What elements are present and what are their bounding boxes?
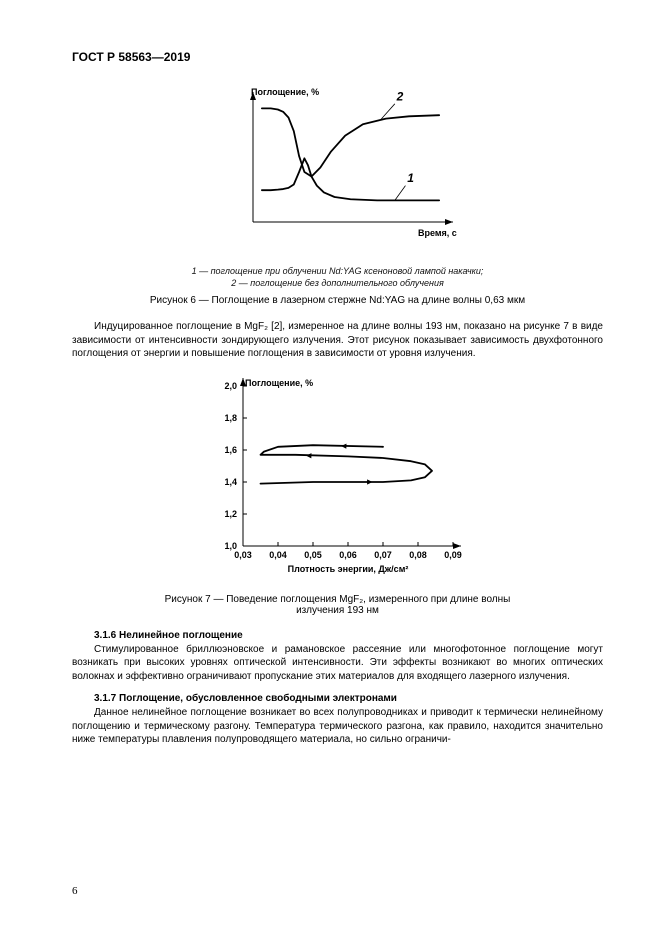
figure-6-legend: 1 — поглощение при облучении Nd:YAG ксен…: [72, 265, 603, 289]
figure-7: 1,01,21,41,61,82,00,030,040,050,060,070,…: [72, 371, 603, 586]
svg-text:0,07: 0,07: [374, 550, 392, 560]
svg-text:Время, с: Время, с: [418, 228, 457, 238]
svg-text:0,09: 0,09: [444, 550, 462, 560]
figure-6-legend-line1: 1 — поглощение при облучении Nd:YAG ксен…: [192, 266, 484, 276]
svg-text:Плотность энергии, Дж/см²: Плотность энергии, Дж/см²: [287, 564, 408, 574]
section-3-1-6-text: Стимулированное бриллюэновское и раманов…: [72, 643, 603, 684]
svg-text:1: 1: [407, 171, 414, 185]
svg-text:Поглощение, %: Поглощение, %: [245, 378, 313, 388]
figure-6-legend-line2: 2 — поглощение без дополнительного облуч…: [231, 278, 444, 288]
svg-text:0,05: 0,05: [304, 550, 322, 560]
figure-6: Поглощение, % Время, с 1 2: [72, 82, 603, 257]
svg-text:2: 2: [395, 89, 403, 103]
figure-7-chart: 1,01,21,41,61,82,00,030,040,050,060,070,…: [198, 371, 478, 581]
svg-text:0,06: 0,06: [339, 550, 357, 560]
svg-text:0,08: 0,08: [409, 550, 427, 560]
section-3-1-7-title: 3.1.7 Поглощение, обусловленное свободны…: [94, 693, 603, 704]
svg-text:1,8: 1,8: [224, 413, 237, 423]
figure-7-caption-line2: излучения 193 нм: [296, 605, 379, 616]
section-3-1-6-title: 3.1.6 Нелинейное поглощение: [94, 630, 603, 641]
figure-6-chart: Поглощение, % Время, с 1 2: [213, 82, 463, 252]
svg-text:Поглощение, %: Поглощение, %: [251, 87, 319, 97]
figure-7-caption: Рисунок 7 — Поведение поглощения MgF₂, и…: [72, 594, 603, 616]
svg-text:1,6: 1,6: [224, 445, 237, 455]
paragraph-induced-absorption: Индуцированное поглощение в MgF₂ [2], из…: [72, 320, 603, 361]
section-3-1-7-text: Данное нелинейное поглощение возникает в…: [72, 706, 603, 747]
svg-text:1,4: 1,4: [224, 477, 237, 487]
page-number: 6: [72, 885, 78, 897]
svg-text:1,2: 1,2: [224, 509, 237, 519]
svg-text:2,0: 2,0: [224, 381, 237, 391]
figure-6-caption: Рисунок 6 — Поглощение в лазерном стержн…: [72, 295, 603, 306]
document-code: ГОСТ Р 58563—2019: [72, 50, 603, 64]
figure-7-caption-line1: Рисунок 7 — Поведение поглощения MgF₂, и…: [165, 594, 511, 605]
svg-text:0,03: 0,03: [234, 550, 252, 560]
svg-text:0,04: 0,04: [269, 550, 287, 560]
